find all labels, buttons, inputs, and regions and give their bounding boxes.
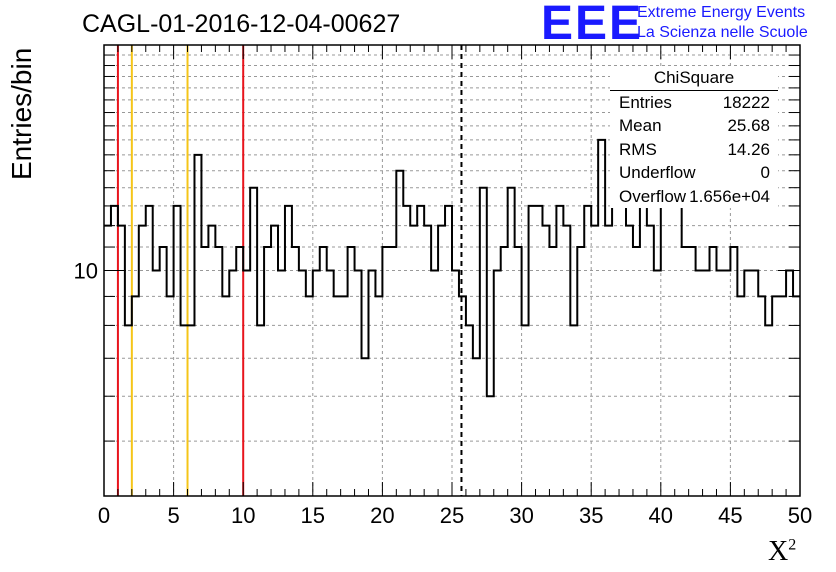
stats-value: 0: [760, 163, 770, 182]
stats-row-mean: Mean 25.68: [610, 114, 778, 138]
x-tick-label: 50: [788, 503, 812, 528]
x-tick-label: 10: [231, 503, 255, 528]
x-axis-label-text: X: [768, 536, 789, 567]
eee-logo: EEE: [541, 0, 644, 50]
y-axis-label-text: Entries/bin: [6, 47, 37, 180]
x-tick-label: 40: [649, 503, 673, 528]
stats-row-entries: Entries 18222: [610, 91, 778, 115]
logo-caption-line2: La Scienza nelle Scuole: [637, 24, 808, 41]
stats-row-rms: RMS 14.26: [610, 138, 778, 162]
stats-label: Mean: [619, 116, 662, 135]
x-tick-label: 30: [509, 503, 533, 528]
stats-box: ChiSquare Entries 18222 Mean 25.68 RMS 1…: [610, 66, 778, 208]
logo-caption-line1: Extreme Energy Events: [637, 4, 806, 21]
x-axis-label: X2: [768, 536, 796, 568]
x-tick-label: 45: [718, 503, 742, 528]
chart-title: CAGL-01-2016-12-04-00627: [82, 10, 401, 38]
stats-label: Underflow: [619, 163, 696, 182]
x-tick-label: 15: [301, 503, 325, 528]
x-tick-label: 5: [167, 503, 179, 528]
x-tick-label: 25: [440, 503, 464, 528]
logo-caption: Extreme Energy Events La Scienza nelle S…: [637, 3, 808, 43]
y-tick-label: 10: [74, 259, 98, 284]
stats-value: 14.26: [727, 139, 770, 159]
stats-value: 25.68: [727, 116, 770, 135]
stats-label: Entries: [619, 92, 672, 112]
x-tick-label: 35: [579, 503, 603, 528]
stats-row-underflow: Underflow 0: [610, 161, 778, 185]
x-tick-label: 20: [370, 503, 394, 528]
stats-header: ChiSquare: [610, 66, 778, 91]
stats-row-overflow: Overflow 1.656e+04: [610, 185, 778, 209]
stats-value: 1.656e+04: [689, 186, 770, 206]
stats-value: 18222: [722, 92, 770, 112]
x-axis-label-superscript: 2: [788, 536, 797, 554]
x-tick-label: 0: [98, 503, 110, 528]
stats-label: Overflow: [619, 186, 687, 206]
stats-label: RMS: [619, 139, 657, 159]
